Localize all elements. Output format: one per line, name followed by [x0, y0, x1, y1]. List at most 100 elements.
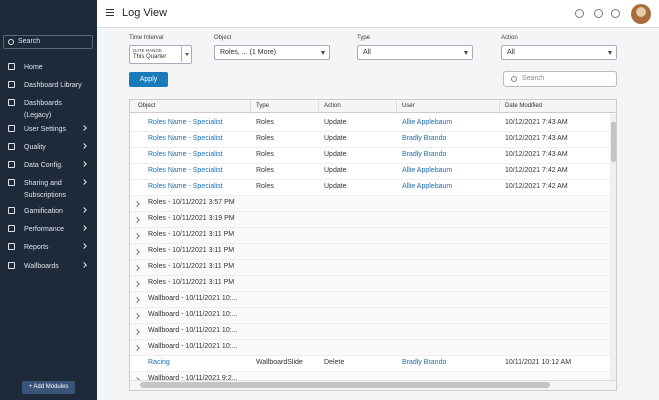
chevron [81, 243, 87, 249]
cell: Update [324, 135, 347, 142]
header-icon[interactable] [575, 9, 584, 18]
group-label: Roles - 10/11/2021 3:11 PM [148, 247, 235, 254]
cell[interactable]: Bradly Brando [402, 359, 447, 366]
column-header[interactable]: Date Modified [505, 103, 543, 109]
cell[interactable]: Racing [148, 359, 170, 366]
cell[interactable]: Roles Name - Specialist [148, 183, 223, 190]
filter-value: Roles, ... (1 More) [220, 49, 277, 56]
menu-item[interactable]: Performance [0, 223, 97, 237]
search-icon [8, 39, 14, 45]
menu-label: Gamification [24, 208, 63, 215]
group-row[interactable]: Wallboard - 10/11/2021 10:... [130, 324, 610, 340]
column-header[interactable]: Action [324, 103, 341, 109]
scroll-thumb [611, 122, 616, 162]
filter-select[interactable]: All [501, 45, 617, 60]
vertical-scrollbar [610, 114, 616, 384]
menu-item[interactable]: Dashboards (Legacy) [0, 97, 97, 123]
menu-label: Home [24, 64, 43, 71]
cell: 10/12/2021 7:43 AM [505, 151, 568, 158]
cell[interactable]: Roles Name - Specialist [148, 135, 223, 142]
menu-item[interactable]: Sharing and Subscriptions [0, 177, 97, 203]
menu-icon [8, 179, 15, 186]
menu-icon [8, 262, 15, 269]
menu-icon [8, 99, 15, 106]
expand-chevron [134, 233, 140, 239]
menu-item[interactable]: Dashboard Library [0, 79, 97, 93]
column-header[interactable]: Type [256, 103, 270, 109]
menu-label: User Settings [24, 126, 67, 133]
cell[interactable]: Allie Applebaum [402, 167, 453, 174]
menu-label: Quality [24, 144, 46, 151]
chevron [81, 179, 87, 185]
menu-item[interactable]: Home [0, 61, 97, 75]
search-box[interactable]: Search [503, 71, 617, 87]
menu-item[interactable]: User Settings [0, 123, 97, 137]
cell[interactable]: Allie Applebaum [402, 119, 453, 126]
filter-label: Type [357, 35, 371, 41]
log-table: Object Type Action User Date Modified Roles N… [129, 99, 617, 391]
group-row[interactable]: Roles - 10/11/2021 3:11 PM [130, 260, 610, 276]
dropdown-arrow [608, 51, 612, 55]
menu-label: Data Config. [24, 162, 63, 169]
table-row: Roles Name - Specialist Roles Update Allie … [130, 180, 610, 196]
cell: 10/12/2021 7:43 AM [505, 119, 568, 126]
filter-label: Action [501, 35, 518, 41]
menu-item[interactable]: Reports [0, 241, 97, 255]
table-row: Roles Name - Specialist Roles Update Bradly… [130, 148, 610, 164]
filter-caption: DATE RANGE [133, 48, 162, 53]
menu-icon [8, 143, 15, 150]
cell: 10/12/2021 7:42 AM [505, 183, 568, 190]
filter-select[interactable]: DATE RANGE This Quarter [129, 45, 192, 64]
chevron [81, 143, 87, 149]
search-text: Search [18, 38, 41, 45]
page-title: Log View [122, 7, 168, 19]
cell: 10/12/2021 7:43 AM [505, 135, 568, 142]
menu-item[interactable]: Wallboards [0, 260, 97, 274]
cell[interactable]: Bradly Brando [402, 135, 447, 142]
group-row[interactable]: Roles - 10/11/2021 3:57 PM [130, 196, 610, 212]
group-row[interactable]: Roles - 10/11/2021 3:19 PM [130, 212, 610, 228]
menu-icon [8, 63, 15, 70]
cell: Roles [256, 183, 274, 190]
filter-value: All [363, 49, 371, 56]
header-icon[interactable] [611, 9, 620, 18]
table-row: Roles Name - Specialist Roles Update Bradly… [130, 132, 610, 148]
menu-item[interactable]: Data Config. [0, 159, 97, 173]
filter-select[interactable]: All [357, 45, 473, 60]
menu-icon [8, 243, 15, 250]
chevron [81, 262, 87, 268]
avatar[interactable] [631, 4, 651, 24]
search-placeholder: Search [522, 75, 545, 82]
cell[interactable]: Roles Name - Specialist [148, 151, 223, 158]
sidebar-search[interactable]: Search [3, 35, 93, 49]
table-row: Roles Name - Specialist Roles Update Allie … [130, 116, 610, 132]
add-modules-button[interactable]: + Add Modules [22, 381, 75, 394]
header-icon[interactable] [594, 9, 603, 18]
group-row[interactable]: Roles - 10/11/2021 3:11 PM [130, 228, 610, 244]
menu-icon [8, 125, 15, 132]
group-row[interactable]: Wallboard - 10/11/2021 10:... [130, 308, 610, 324]
cell: Roles [256, 135, 274, 142]
cell: Update [324, 183, 347, 190]
cell[interactable]: Allie Applebaum [402, 183, 453, 190]
chevron [81, 161, 87, 167]
menu-item[interactable]: Gamification [0, 205, 97, 219]
cell[interactable]: Roles Name - Specialist [148, 119, 223, 126]
group-row[interactable]: Wallboard - 10/11/2021 10:... [130, 340, 610, 356]
cell: Update [324, 119, 347, 126]
cell[interactable]: Bradly Brando [402, 151, 447, 158]
filter-select[interactable]: Roles, ... (1 More) [214, 45, 330, 60]
menu-item[interactable]: Quality [0, 141, 97, 155]
cell[interactable]: Roles Name - Specialist [148, 167, 223, 174]
group-label: Roles - 10/11/2021 3:11 PM [148, 231, 235, 238]
group-row[interactable]: Wallboard - 10/11/2021 10:... [130, 292, 610, 308]
column-header[interactable]: Object [138, 103, 156, 109]
menu-toggle[interactable] [106, 9, 114, 17]
group-row[interactable]: Roles - 10/11/2021 3:11 PM [130, 276, 610, 292]
apply-button[interactable]: Apply [129, 72, 168, 87]
expand-chevron [134, 313, 140, 319]
group-row[interactable]: Roles - 10/11/2021 3:11 PM [130, 244, 610, 260]
column-header[interactable]: User [402, 103, 415, 109]
